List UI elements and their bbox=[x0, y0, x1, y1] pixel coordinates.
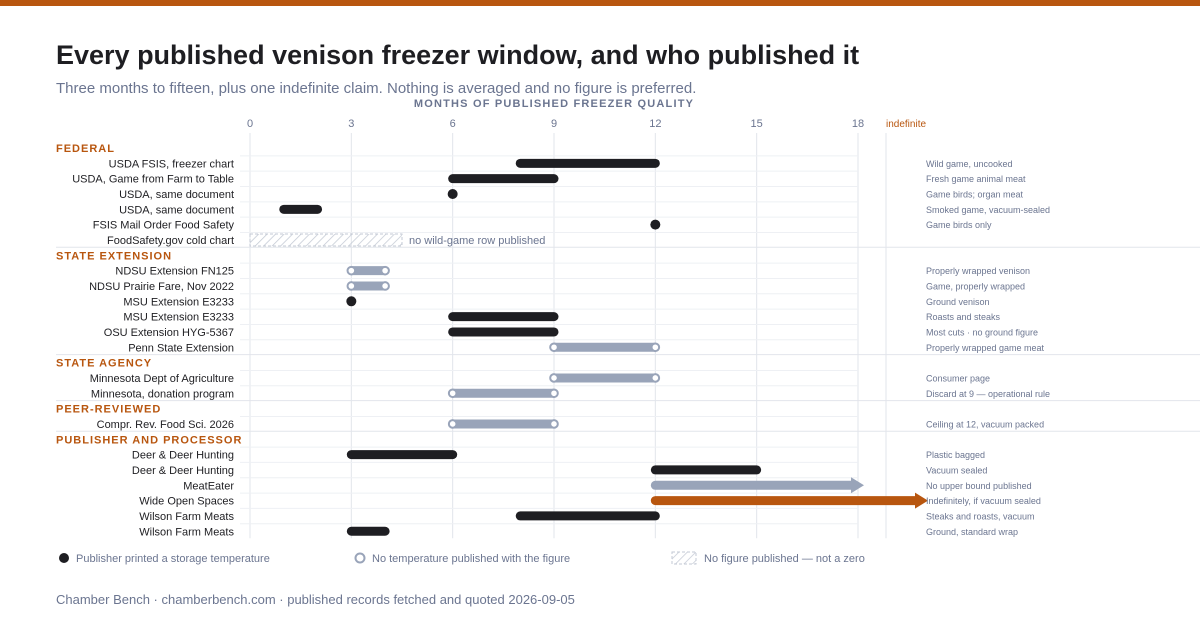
x-tick-label: 18 bbox=[852, 118, 864, 130]
x-tick-label: 12 bbox=[649, 118, 661, 130]
row-label: USDA, same document bbox=[119, 204, 234, 216]
row-note: Roasts and steaks bbox=[926, 312, 1001, 322]
arrow-head bbox=[915, 492, 928, 509]
footer-credit: Chamber Bench · chamberbench.com · publi… bbox=[56, 592, 575, 607]
axis-title: MONTHS OF PUBLISHED FREEZER QUALITY bbox=[414, 98, 694, 110]
row-note: Discard at 9 — operational rule bbox=[926, 389, 1050, 399]
row-note: Consumer page bbox=[926, 373, 990, 383]
row-note: Properly wrapped venison bbox=[926, 266, 1030, 276]
group-heading: STATE AGENCY bbox=[56, 358, 152, 370]
row-label: MSU Extension E3233 bbox=[123, 296, 234, 308]
row-label: MSU Extension E3233 bbox=[123, 312, 234, 324]
row-note: Ground, standard wrap bbox=[926, 527, 1018, 537]
range-end-marker bbox=[549, 388, 559, 399]
legend-label: No figure published — not a zero bbox=[704, 553, 865, 565]
arrow-head bbox=[851, 477, 864, 494]
row-label: FSIS Mail Order Food Safety bbox=[93, 220, 235, 232]
row-label: NDSU Prairie Fare, Nov 2022 bbox=[89, 281, 234, 293]
group-heading: STATE EXTENSION bbox=[56, 250, 172, 262]
legend-hatched-marker bbox=[671, 551, 697, 565]
row-label: NDSU Extension FN125 bbox=[115, 266, 234, 278]
range-start-marker bbox=[346, 265, 357, 276]
row-label: Compr. Rev. Food Sci. 2026 bbox=[97, 419, 234, 431]
point-marker bbox=[650, 219, 661, 230]
row-note: Indefinitely, if vacuum sealed bbox=[926, 496, 1041, 506]
range-end-marker bbox=[380, 265, 390, 276]
row-note: Smoked game, vacuum-sealed bbox=[926, 205, 1050, 215]
no-figure-hatch bbox=[249, 233, 403, 247]
row-note: Vacuum sealed bbox=[926, 465, 987, 475]
row-label: MeatEater bbox=[183, 480, 234, 492]
row-label: USDA, same document bbox=[119, 189, 234, 201]
row-note: Ground venison bbox=[926, 297, 990, 307]
group-heading: PEER-REVIEWED bbox=[56, 404, 161, 416]
legend-label: No temperature published with the figure bbox=[372, 553, 570, 565]
legend-hollow-marker bbox=[354, 552, 366, 564]
range-start-marker bbox=[447, 388, 458, 399]
no-figure-annotation: no wild-game row published bbox=[409, 235, 545, 247]
row-label: USDA, Game from Farm to Table bbox=[72, 174, 234, 186]
group-heading: PUBLISHER AND PROCESSOR bbox=[56, 434, 242, 446]
row-note: Properly wrapped game meat bbox=[926, 343, 1045, 353]
row-label: Minnesota Dept of Agriculture bbox=[90, 373, 234, 385]
row-note: Game birds; organ meat bbox=[926, 189, 1024, 199]
legend-label: Publisher printed a storage temperature bbox=[76, 553, 270, 565]
x-tick-label: 0 bbox=[247, 118, 253, 130]
range-end-marker bbox=[549, 419, 559, 429]
row-note: Steaks and roasts, vacuum bbox=[926, 511, 1035, 521]
row-note: No upper bound published bbox=[926, 481, 1032, 491]
indefinite-tick-label: indefinite bbox=[886, 119, 926, 130]
row-note: Fresh game animal meat bbox=[926, 174, 1026, 184]
x-tick-label: 15 bbox=[751, 118, 763, 130]
range-start-marker bbox=[549, 373, 559, 383]
row-label: Penn State Extension bbox=[128, 342, 234, 354]
row-label: Wilson Farm Meats bbox=[139, 511, 234, 523]
row-label: Wilson Farm Meats bbox=[139, 526, 234, 538]
x-tick-label: 6 bbox=[450, 118, 456, 130]
row-note: Most cuts · no ground figure bbox=[926, 327, 1038, 337]
point-marker bbox=[447, 188, 458, 199]
range-end-marker bbox=[650, 373, 661, 383]
row-label: Deer & Deer Hunting bbox=[132, 465, 234, 477]
point-marker bbox=[346, 296, 357, 307]
row-note: Wild game, uncooked bbox=[926, 159, 1013, 169]
range-end-marker bbox=[650, 342, 661, 353]
page-title: Every published venison freezer window, … bbox=[56, 40, 860, 70]
x-tick-label: 3 bbox=[348, 118, 354, 130]
group-heading: FEDERAL bbox=[56, 143, 115, 155]
row-label: Wide Open Spaces bbox=[139, 496, 234, 508]
x-tick-label: 9 bbox=[551, 118, 557, 130]
page-subtitle: Three months to fifteen, plus one indefi… bbox=[56, 80, 697, 97]
row-label: Deer & Deer Hunting bbox=[132, 450, 234, 462]
row-note: Game birds only bbox=[926, 220, 992, 230]
row-note: Ceiling at 12, vacuum packed bbox=[926, 419, 1044, 429]
row-note: Game, properly wrapped bbox=[926, 281, 1025, 291]
row-note: Plastic bagged bbox=[926, 450, 985, 460]
range-start-marker bbox=[346, 281, 357, 291]
top-accent-bar bbox=[0, 0, 1200, 6]
range-start-marker bbox=[549, 342, 559, 353]
range-end-marker bbox=[380, 281, 390, 291]
legend-filled-marker bbox=[59, 553, 69, 563]
range-start-marker bbox=[447, 419, 458, 429]
row-label: OSU Extension HYG-5367 bbox=[104, 327, 234, 339]
row-label: FoodSafety.gov cold chart bbox=[107, 235, 234, 247]
row-label: Minnesota, donation program bbox=[91, 388, 234, 400]
row-label: USDA FSIS, freezer chart bbox=[109, 158, 234, 170]
